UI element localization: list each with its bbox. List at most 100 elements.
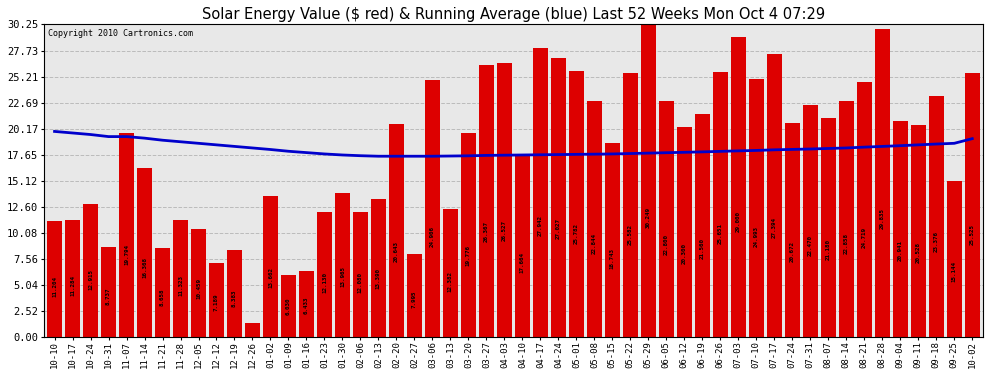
Bar	[119, 132, 135, 337]
Bar	[137, 168, 152, 337]
Text: 20.528: 20.528	[916, 242, 921, 263]
Bar	[407, 254, 422, 337]
Text: 21.180: 21.180	[826, 239, 831, 260]
Text: 8.658: 8.658	[160, 288, 165, 306]
Bar	[191, 229, 206, 337]
Bar	[533, 48, 548, 337]
Bar	[964, 74, 980, 337]
Bar	[281, 275, 296, 337]
Bar	[497, 63, 512, 337]
Bar	[173, 220, 188, 337]
Bar	[713, 72, 728, 337]
Bar	[641, 24, 656, 337]
Bar	[245, 323, 260, 337]
Bar	[371, 199, 386, 337]
Text: 22.470: 22.470	[808, 235, 813, 256]
Text: 12.915: 12.915	[88, 269, 93, 290]
Text: 25.651: 25.651	[718, 223, 723, 244]
Text: 11.323: 11.323	[178, 275, 183, 296]
Bar	[389, 124, 404, 337]
Bar	[47, 221, 62, 337]
Bar	[731, 38, 746, 337]
Text: 12.080: 12.080	[358, 272, 363, 293]
Text: 13.662: 13.662	[268, 267, 273, 288]
Bar	[550, 58, 566, 337]
Text: 10.459: 10.459	[196, 278, 201, 299]
Bar	[209, 263, 224, 337]
Bar	[839, 101, 854, 337]
Bar	[154, 248, 170, 337]
Text: 29.000: 29.000	[736, 211, 741, 232]
Text: 17.664: 17.664	[520, 252, 525, 273]
Bar	[766, 54, 782, 337]
Text: 20.300: 20.300	[682, 243, 687, 264]
Bar	[856, 82, 872, 337]
Bar	[695, 114, 710, 337]
Text: 7.995: 7.995	[412, 291, 417, 308]
Text: 12.382: 12.382	[447, 271, 452, 292]
Text: Copyright 2010 Cartronics.com: Copyright 2010 Cartronics.com	[49, 29, 193, 38]
Bar	[658, 102, 674, 337]
Bar	[748, 79, 764, 337]
Text: 29.835: 29.835	[880, 208, 885, 229]
Text: 12.130: 12.130	[322, 272, 327, 293]
Text: 6.433: 6.433	[304, 296, 309, 314]
Bar	[803, 105, 818, 337]
Text: 11.204: 11.204	[52, 276, 57, 297]
Bar	[262, 196, 278, 337]
Bar	[874, 29, 890, 337]
Bar	[101, 247, 116, 337]
Text: 25.525: 25.525	[970, 224, 975, 245]
Bar	[83, 204, 98, 337]
Bar	[443, 209, 458, 337]
Bar	[605, 143, 620, 337]
Bar	[911, 125, 926, 337]
Text: 20.941: 20.941	[898, 240, 903, 261]
Bar	[785, 123, 800, 337]
Text: 18.743: 18.743	[610, 248, 615, 269]
Text: 20.672: 20.672	[790, 241, 795, 262]
Bar	[227, 251, 243, 337]
Text: 26.367: 26.367	[484, 220, 489, 242]
Bar	[460, 133, 476, 337]
Bar	[568, 70, 584, 337]
Bar	[677, 127, 692, 337]
Text: 27.027: 27.027	[556, 218, 561, 239]
Bar	[821, 118, 836, 337]
Text: 13.390: 13.390	[376, 268, 381, 289]
Text: 25.582: 25.582	[628, 224, 633, 245]
Bar	[352, 212, 368, 337]
Bar	[479, 64, 494, 337]
Bar	[893, 121, 908, 337]
Bar	[623, 73, 638, 337]
Text: 15.144: 15.144	[951, 261, 956, 282]
Text: 20.643: 20.643	[394, 242, 399, 262]
Bar	[946, 180, 962, 337]
Text: 24.993: 24.993	[753, 226, 758, 247]
Bar	[335, 193, 350, 337]
Text: 8.383: 8.383	[232, 289, 237, 307]
Bar	[299, 270, 314, 337]
Text: 25.782: 25.782	[574, 223, 579, 244]
Text: 8.737: 8.737	[106, 288, 111, 305]
Text: 27.394: 27.394	[772, 217, 777, 238]
Bar	[929, 96, 943, 337]
Title: Solar Energy Value ($ red) & Running Average (blue) Last 52 Weeks Mon Oct 4 07:2: Solar Energy Value ($ red) & Running Ave…	[202, 7, 825, 22]
Text: 23.376: 23.376	[934, 231, 939, 252]
Text: 24.719: 24.719	[861, 226, 867, 248]
Text: 13.965: 13.965	[340, 266, 345, 286]
Text: 30.249: 30.249	[645, 207, 650, 228]
Text: 22.800: 22.800	[664, 234, 669, 255]
Text: 11.284: 11.284	[70, 275, 75, 296]
Bar	[317, 212, 332, 337]
Bar	[515, 154, 530, 337]
Bar	[587, 101, 602, 337]
Bar	[425, 80, 441, 337]
Text: 19.776: 19.776	[466, 244, 471, 266]
Bar	[65, 220, 80, 337]
Text: 26.527: 26.527	[502, 220, 507, 241]
Text: 7.189: 7.189	[214, 294, 219, 311]
Text: 27.942: 27.942	[538, 215, 543, 236]
Text: 22.858: 22.858	[843, 233, 848, 254]
Text: 16.368: 16.368	[142, 257, 148, 278]
